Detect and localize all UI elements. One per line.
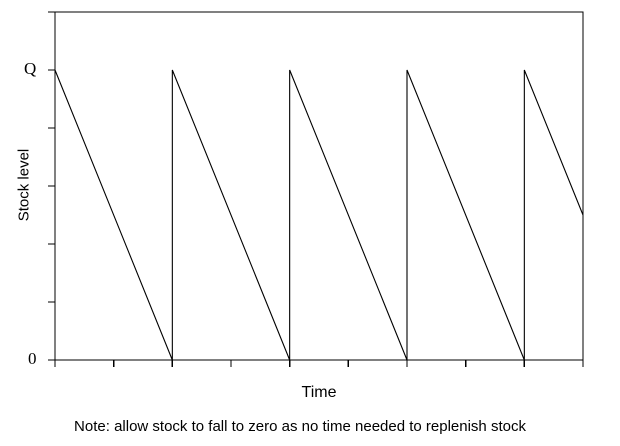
axes-and-ticks	[48, 11, 584, 367]
y-axis-title: Stock level	[15, 148, 33, 222]
stock-level-line	[54, 69, 584, 361]
x-axis-title: Time	[301, 384, 337, 401]
y-tick-label-q: Q	[24, 59, 37, 78]
y-tick-label-zero: 0	[28, 349, 37, 368]
note-text: Note: allow stock to fall to zero as no …	[74, 418, 526, 435]
stock-level-sawtooth	[54, 69, 584, 361]
